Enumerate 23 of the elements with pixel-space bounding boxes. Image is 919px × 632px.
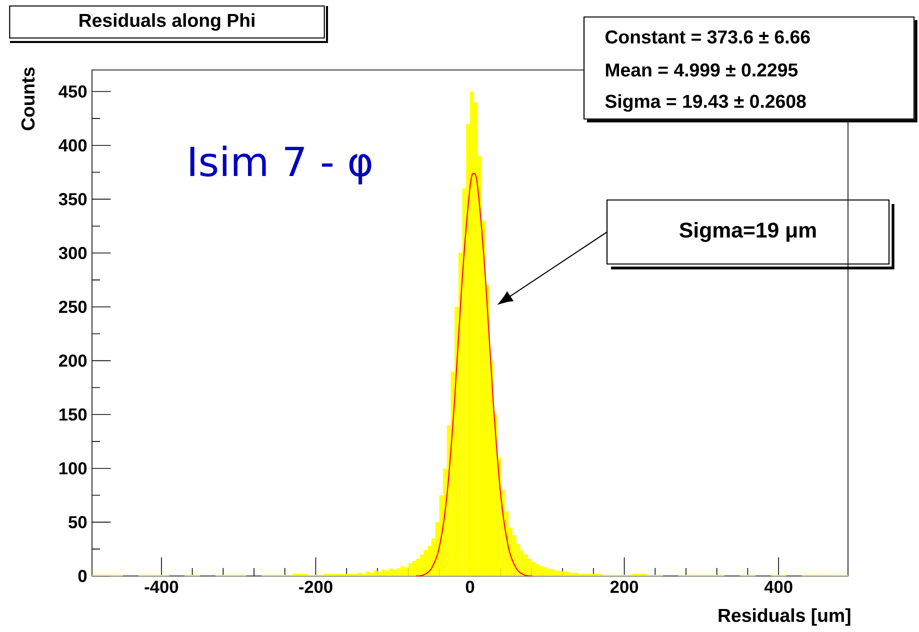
y-tick-label: 300: [58, 246, 87, 260]
annotation: Sigma=19 μm: [680, 222, 816, 242]
x-tick-label: -200: [299, 580, 332, 593]
annotation: Sigma = 19.43 ± 0.2608: [605, 94, 806, 112]
annotation: Mean = 4.999 ± 0.2295: [606, 63, 798, 77]
x-axis-title: Residuals [um]: [718, 608, 850, 626]
annotation: Isim 7 - φ: [190, 146, 372, 184]
x-tick-label: 0: [466, 580, 474, 593]
y-tick-label: 50: [68, 516, 87, 528]
y-tick-label: 450: [58, 85, 87, 98]
y-tick-label: 250: [58, 300, 87, 313]
y-tick-label: 350: [58, 193, 87, 206]
y-tick-label: 150: [59, 408, 87, 421]
chart-title: Residuals along Phi: [80, 13, 254, 31]
y-tick-label: 200: [58, 354, 87, 367]
y-tick-label: 100: [59, 462, 87, 474]
x-tick-label: 200: [610, 580, 638, 593]
y-tick-label: 400: [58, 139, 87, 152]
y-axis-title: Counts: [21, 67, 35, 130]
y-tick-label: 0: [78, 570, 87, 582]
text: Constant = 373.6 ± 6.66: [605, 30, 810, 44]
x-tick-label: -400: [144, 580, 178, 593]
x-tick-label: 400: [764, 580, 792, 593]
